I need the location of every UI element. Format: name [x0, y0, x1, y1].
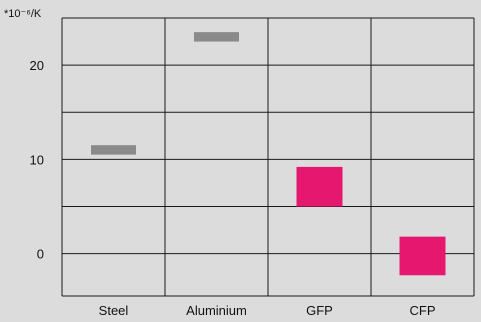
y-axis-unit-label: *10⁻⁶/K	[4, 8, 42, 20]
label-layer: *10⁻⁶/K 0 10 20 Steel Aluminium GFP CFP	[4, 8, 436, 318]
y-tick-label: 20	[30, 58, 44, 73]
range-bar-steel	[91, 145, 136, 155]
x-category-label: GFP	[306, 303, 333, 318]
x-category-label: CFP	[410, 303, 436, 318]
x-category-label: Aluminium	[186, 303, 247, 318]
y-tick-label: 0	[37, 247, 44, 262]
range-bar-cfp	[399, 236, 446, 276]
range-bar-gfp	[296, 166, 343, 207]
range-bar-aluminium	[194, 32, 239, 42]
range-layer	[91, 32, 446, 276]
grid-layer	[61, 17, 475, 297]
y-tick-label: 10	[30, 152, 44, 167]
x-category-label: Steel	[99, 303, 129, 318]
